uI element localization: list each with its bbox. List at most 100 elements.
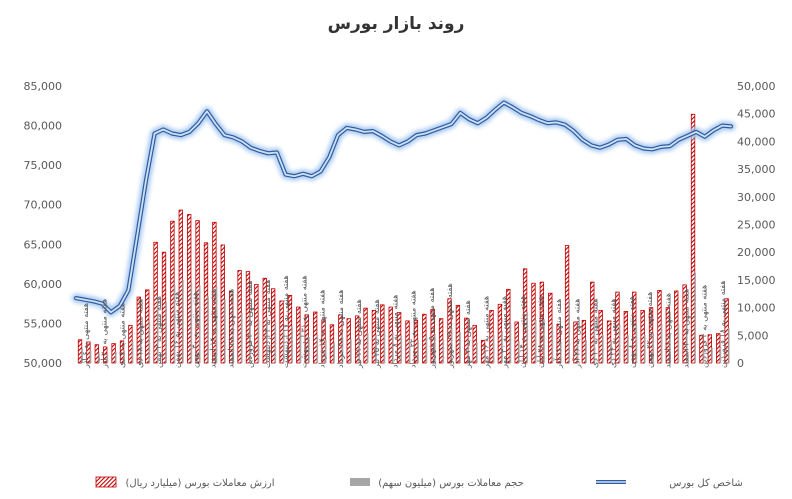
- volume-bar: [232, 324, 235, 363]
- y-right-tick-label: 45,000: [737, 108, 776, 121]
- volume-bar: [719, 346, 722, 363]
- x-tick-label: هفته منتهی به ۲۲ بهمن: [645, 292, 654, 368]
- x-tick-label: هفته منتهی به ۲۰ آذر: [98, 299, 108, 369]
- value-bar: [531, 282, 536, 364]
- volume-bar: [476, 342, 478, 363]
- volume-bar: [350, 339, 352, 363]
- value-bar: [690, 113, 696, 364]
- value-bar: [363, 307, 368, 364]
- volume-bar: [131, 341, 134, 363]
- volume-bar: [686, 320, 688, 363]
- legend: شاخص کل بورس حجم معاملات بورس (میلیون سهم…: [95, 476, 743, 489]
- x-tick-label: هفته منتهی به ۶ اسفند: [663, 293, 672, 368]
- volume-bar: [98, 352, 100, 363]
- x-tick-label: هفته منتهی به ۱۸ فروردین: [718, 280, 727, 368]
- volume-bar: [627, 335, 629, 363]
- volume-bar: [190, 282, 193, 363]
- volume-bar: [308, 336, 310, 363]
- volume-bar: [106, 354, 109, 363]
- value-bar: [674, 290, 679, 364]
- y-left-tick-label: 50,000: [24, 357, 63, 370]
- volume-bar: [316, 335, 319, 363]
- value-bar: [581, 319, 587, 364]
- volume-bar: [123, 350, 126, 363]
- volume-bar: [501, 330, 503, 363]
- y-right-tick-label: 20,000: [737, 246, 776, 259]
- volume-bar: [518, 340, 520, 363]
- volume-bar: [534, 319, 537, 363]
- x-tick-label: هفته منتهی به ۱۱ تیر: [354, 299, 363, 369]
- x-tick-label: هفته منتهی به ۸ مرداد: [390, 295, 399, 368]
- value-bar: [203, 242, 209, 364]
- x-tick-label: هفته منتهی به ۳۰ مهر: [500, 296, 509, 369]
- value-bar: [438, 318, 444, 364]
- line-series: [71, 98, 736, 317]
- volume-bar: [694, 272, 697, 363]
- value-bar: [548, 292, 553, 364]
- volume-bar: [400, 335, 403, 363]
- y-left-tick-label: 85,000: [24, 80, 63, 93]
- x-tick-label: هفته منتهی به ۲۵ تیر: [372, 299, 381, 369]
- x-tick-label: هفته منتهی به ۵ شهریور: [427, 288, 436, 369]
- volume-bar: [568, 299, 571, 363]
- volume-bar: [602, 334, 604, 363]
- index-line: [75, 101, 732, 314]
- volume-bar: [644, 334, 646, 363]
- volume-bar: [526, 312, 529, 363]
- volume-bar: [593, 319, 596, 363]
- value-bar: [422, 313, 427, 364]
- volume-bar: [341, 336, 344, 363]
- x-tick-label: هفته منتهی به ۲ بهمن: [154, 296, 163, 368]
- x-tick-label: هفته منتهی به ۲۲ مرداد: [409, 290, 418, 368]
- x-tick-label: هفته منتهی به ۲۰ فروردین: [245, 280, 254, 368]
- volume-bar: [324, 339, 327, 363]
- volume-bar: [215, 286, 218, 363]
- value-bar: [111, 343, 116, 364]
- x-tick-label: هفته منتهی به ۲۰ اسفند: [682, 289, 691, 368]
- volume-bar: [89, 350, 92, 363]
- legend-value-swatch: [95, 476, 117, 488]
- value-bar: [657, 290, 662, 364]
- value-bar: [237, 270, 242, 364]
- x-tick-label: هفته منتهی به ۸ بهمن: [627, 296, 636, 368]
- volume-bar: [207, 296, 209, 363]
- y-axis-right: 50,000 45,000 40,000 35,000 30,000 25,000 20,0…: [737, 80, 776, 370]
- volume-bar: [728, 328, 730, 363]
- x-tick-label: هفته منتهی به ۴ دی: [118, 303, 127, 368]
- value-bar: [564, 245, 570, 364]
- x-tick-label: هفته منتهی به ۱۶ مهر: [481, 296, 490, 369]
- y-right-tick-label: 25,000: [737, 219, 776, 232]
- x-axis-labels: هفته منتهی به ۶ آذر هفته منتهی به ۲۰ آذر ه…: [80, 275, 727, 369]
- volume-bar: [333, 342, 335, 363]
- legend-value-label: ارزش معاملات بورس (میلیارد ریال): [125, 478, 274, 489]
- volume-bar: [173, 285, 176, 363]
- value-bar: [329, 324, 335, 364]
- x-tick-label: هفته منتهی به ۱۴ اسفند: [209, 289, 218, 368]
- x-tick-label: هفته منتهی به ۱۸ دی: [136, 298, 145, 368]
- volume-bar: [249, 313, 251, 363]
- volume-bar: [165, 302, 167, 363]
- volume-bar: [425, 336, 428, 363]
- value-bar: [94, 344, 99, 364]
- x-tick-label: هفته منتهی به ۱۶ بهمن: [172, 292, 181, 368]
- volume-bar: [551, 325, 554, 363]
- x-tick-label: هفته منتهی به ۱۰ دی: [591, 298, 600, 368]
- volume-bar: [576, 340, 579, 363]
- x-tick-label: هفته منتهی به ۳۱ اردیبهشت: [299, 275, 308, 368]
- y-left-tick-label: 65,000: [24, 238, 63, 251]
- value-bar: [128, 324, 133, 364]
- x-tick-label: هفته منتهی به ۲۴ دی: [609, 298, 618, 368]
- x-tick-label: هفته منتهی به ۱۲ آذر: [553, 299, 563, 369]
- volume-bar: [509, 323, 512, 363]
- volume-bar: [560, 341, 562, 363]
- x-tick-label: هفته منتهی به ۲۸ خرداد: [336, 290, 345, 368]
- volume-bar: [702, 347, 705, 363]
- value-bar: [472, 324, 477, 364]
- y-right-tick-label: 35,000: [737, 163, 776, 176]
- volume-bar: [610, 340, 613, 363]
- volume-bar: [81, 348, 84, 363]
- value-bar: [145, 289, 150, 364]
- x-tick-label: هفته منتهی به ۳ اردیبهشت: [263, 280, 272, 368]
- volume-bar: [240, 313, 243, 363]
- volume-bar: [711, 347, 713, 363]
